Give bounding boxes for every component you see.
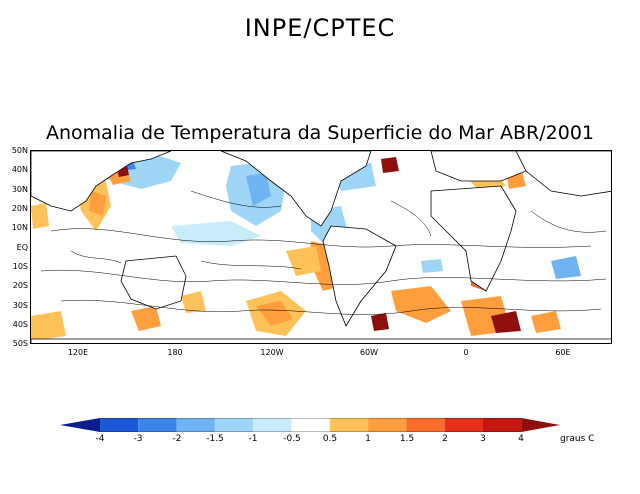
warm-patch bbox=[89, 191, 106, 216]
sst-anomaly-map bbox=[30, 150, 612, 344]
contours bbox=[40, 190, 607, 315]
lat-label: 30S bbox=[12, 301, 28, 310]
contour-line bbox=[530, 210, 607, 233]
eurasia-east bbox=[515, 151, 611, 197]
warm-patch bbox=[131, 306, 161, 331]
warm-patch bbox=[181, 291, 206, 313]
map-title: Anomalia de Temperatura da Superficie do… bbox=[45, 122, 595, 144]
colorbar-bin bbox=[406, 418, 445, 432]
contour-line bbox=[60, 299, 602, 315]
africa bbox=[430, 185, 517, 292]
colorbar-tick-label: -4 bbox=[95, 434, 105, 444]
asia bbox=[31, 151, 172, 212]
contour-line bbox=[200, 260, 302, 270]
colorbar-bin-high bbox=[521, 418, 560, 432]
colorbar-bin bbox=[176, 418, 215, 432]
lon-label: 60E bbox=[555, 348, 571, 357]
colorbar-tick-label: 4 bbox=[518, 434, 524, 444]
colorbar-tick-label: 2 bbox=[442, 434, 448, 444]
warm-patch bbox=[531, 311, 561, 333]
landmasses bbox=[31, 151, 611, 343]
lat-label: 20N bbox=[11, 204, 28, 213]
hot-spot bbox=[381, 157, 399, 173]
lat-label: 10N bbox=[11, 223, 28, 232]
colorbar-bin-low bbox=[60, 418, 100, 432]
lon-label: 180 bbox=[167, 348, 183, 357]
lat-label: 40S bbox=[12, 320, 28, 329]
contour-line bbox=[40, 269, 607, 285]
cool-patch bbox=[171, 221, 261, 246]
hot-spot bbox=[491, 311, 521, 333]
europe bbox=[430, 151, 532, 182]
colorbar-tick-label: -1.5 bbox=[206, 434, 224, 444]
contour-line bbox=[390, 200, 432, 237]
colorbar-tick-label: -1 bbox=[248, 434, 258, 444]
lon-label: 60W bbox=[359, 348, 379, 357]
warm-patch bbox=[391, 286, 451, 323]
lon-label: 120E bbox=[67, 348, 89, 357]
contour-line bbox=[50, 228, 592, 248]
colorbar-tick-label: 1 bbox=[365, 434, 371, 444]
lat-label: 30N bbox=[11, 185, 28, 194]
lat-label: EQ bbox=[16, 243, 28, 252]
lat-label: 40N bbox=[11, 165, 28, 174]
warm-patch bbox=[286, 246, 321, 276]
lon-label: 0 bbox=[463, 348, 469, 357]
warm-patch bbox=[256, 301, 293, 326]
colorbar bbox=[60, 418, 560, 432]
page-title: INPE/CPTEC bbox=[244, 14, 396, 42]
colorbar-bin bbox=[368, 418, 407, 432]
colorbar-tick-label: -2 bbox=[172, 434, 182, 444]
hot-spot bbox=[371, 313, 389, 331]
south-america bbox=[322, 225, 397, 327]
colorbar-bin bbox=[291, 418, 330, 432]
colorbar-bin bbox=[483, 418, 522, 432]
cool-patch bbox=[421, 259, 443, 273]
warm-patch bbox=[31, 311, 66, 341]
warm-patch bbox=[31, 203, 49, 229]
map-svg bbox=[31, 151, 611, 343]
cool-patch bbox=[551, 256, 581, 279]
antarctic-edge bbox=[31, 338, 611, 343]
colorbar-tick-label: 0.5 bbox=[322, 434, 338, 444]
colorbar-bin bbox=[444, 418, 483, 432]
colorbar-bin bbox=[214, 418, 254, 432]
north-america bbox=[220, 151, 372, 227]
lat-label: 50N bbox=[11, 146, 28, 155]
cool-patch bbox=[246, 173, 271, 206]
lat-label: 10S bbox=[12, 262, 28, 271]
colorbar-tick-label: -0.5 bbox=[283, 434, 301, 444]
colorbar-bin bbox=[253, 418, 292, 432]
colorbar-bin bbox=[138, 418, 177, 432]
colorbar-bin bbox=[100, 418, 139, 432]
contour-line bbox=[190, 190, 282, 208]
colorbar-bin bbox=[329, 418, 369, 432]
colorbar-tick-label: 3 bbox=[480, 434, 486, 444]
colorbar-units: graus C bbox=[560, 434, 595, 444]
colorbar-tick-label: -3 bbox=[133, 434, 143, 444]
lat-label: 50S bbox=[12, 339, 28, 348]
lon-label: 120W bbox=[260, 348, 284, 357]
australia bbox=[120, 255, 187, 310]
contour-line bbox=[70, 250, 122, 264]
colorbar-tick-label: 1.5 bbox=[399, 434, 415, 444]
lat-label: 20S bbox=[12, 281, 28, 290]
